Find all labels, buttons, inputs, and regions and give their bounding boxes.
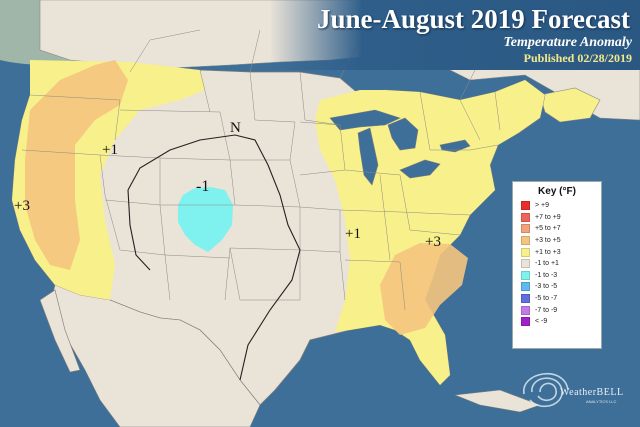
legend-label: -5 to -7 [535,295,558,303]
legend-label: -1 to -3 [535,271,558,279]
anomaly-label-pacific: +3 [14,198,30,214]
boundary-contour [127,134,301,381]
anomaly-label-southeast: +3 [425,234,441,250]
legend: Key (°F) > +9 +7 to +9 +5 to +7 +3 to +5 +1 … [512,181,602,349]
legend-swatch [521,247,530,257]
legend-item: +1 to +3 [513,246,601,258]
legend-swatch [521,224,530,234]
legend-label: < -9 [535,318,548,326]
page-title: June-August 2019 Forecast [317,4,630,34]
anomaly-label-midwest: +1 [345,226,361,242]
legend-swatch [521,201,530,211]
legend-swatch [521,282,530,292]
legend-label: -3 to -5 [535,283,558,291]
legend-item: > +9 [513,200,601,212]
legend-label: +1 to +3 [535,248,561,256]
legend-rows: > +9 +7 to +9 +5 to +7 +3 to +5 +1 to +3 -1 t… [513,200,601,328]
legend-item: -7 to -9 [513,304,601,316]
legend-item: -1 to +1 [513,258,601,270]
legend-label: > +9 [535,202,550,210]
logo-tagline: ANALYTICS LLC [586,399,617,404]
page-subtitle: Temperature Anomaly [503,35,632,50]
legend-label: +7 to +9 [535,213,561,221]
weatherbell-logo [523,373,569,408]
legend-item: -5 to -7 [513,293,601,305]
legend-item: < -9 [513,316,601,328]
boundary-contour-west [127,189,151,271]
maritimes [539,87,601,123]
anomaly-rockies-cool [178,187,233,252]
published-date: Published 02/28/2019 [523,51,632,65]
legend-label: -7 to -9 [535,306,558,314]
legend-label: -1 to +1 [535,260,559,268]
legend-swatch [521,305,530,315]
legend-swatch [521,270,530,280]
cuba [454,389,541,413]
legend-swatch [521,294,530,304]
legend-swatch [521,212,530,222]
swirl-icon [523,373,569,408]
legend-item: +7 to +9 [513,212,601,224]
legend-item: +5 to +7 [513,223,601,235]
legend-swatch [521,259,530,269]
north-marker: N [230,120,241,136]
anomaly-label-northwest: +1 [102,142,118,158]
legend-item: -1 to -3 [513,270,601,282]
legend-swatch [521,236,530,246]
great-lakes [329,109,471,186]
logo-name: WeatherBELL [560,387,624,398]
legend-title: Key (°F) [538,186,576,197]
legend-swatch [521,317,530,327]
legend-label: +5 to +7 [535,225,561,233]
legend-label: +3 to +5 [535,237,561,245]
legend-item: +3 to +5 [513,235,601,247]
legend-item: -3 to -5 [513,281,601,293]
anomaly-west-hot [25,60,128,270]
anomaly-southeast-hot [380,243,468,335]
title-banner [270,0,640,70]
anomaly-label-rockies: -1 [196,178,210,195]
baja [39,289,81,373]
